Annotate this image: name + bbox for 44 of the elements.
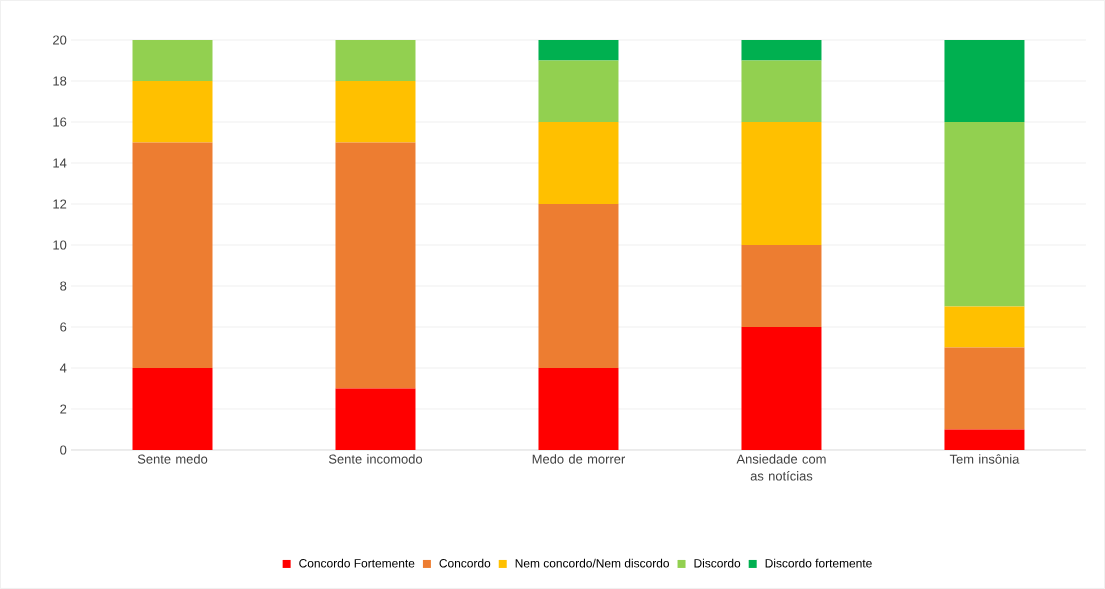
bar (538, 367, 619, 450)
bar (132, 39, 213, 81)
y-tick-label: 8 (60, 281, 67, 291)
bar (538, 203, 619, 368)
y-tick-label: 0 (60, 445, 67, 455)
bar (132, 367, 213, 450)
y-tick-label: 20 (53, 35, 67, 45)
legend-label: Nem concordo/Nem discordo (515, 558, 669, 568)
bar (335, 80, 416, 143)
bar (538, 60, 619, 122)
legend-label: Concordo Fortemente (299, 558, 415, 568)
bar (335, 388, 416, 450)
bar (741, 244, 822, 327)
bar (741, 39, 822, 61)
x-tick-label: Sente medo (137, 454, 208, 464)
y-tick-label: 14 (53, 158, 67, 168)
bar (335, 142, 416, 389)
bar (944, 429, 1025, 450)
y-tick-label: 18 (53, 76, 67, 86)
x-tick-label: Sente incomodo (328, 454, 423, 464)
x-tick-label: Ansiedade com as notícias (736, 454, 826, 481)
bar (944, 306, 1025, 348)
bar (132, 80, 213, 143)
bar (944, 347, 1025, 430)
x-tick-label: Medo de morrer (532, 454, 626, 464)
bar (741, 326, 822, 450)
y-tick-label: 6 (60, 322, 67, 332)
bar (741, 121, 822, 245)
bar (538, 39, 619, 61)
bar (132, 142, 213, 368)
y-tick-label: 10 (53, 240, 67, 250)
bar (741, 60, 822, 122)
bar (538, 121, 619, 204)
legend-label: Discordo (694, 558, 741, 568)
bar (335, 39, 416, 81)
bar (944, 121, 1025, 307)
x-tick-label: Tem insônia (949, 454, 1020, 464)
legend-label: Discordo fortemente (765, 558, 872, 568)
y-tick-label: 4 (59, 363, 67, 373)
y-tick-label: 16 (53, 117, 67, 127)
bar (944, 39, 1025, 122)
y-tick-label: 2 (60, 404, 67, 414)
y-tick-label: 12 (53, 199, 67, 209)
legend-label: Concordo (439, 558, 491, 568)
